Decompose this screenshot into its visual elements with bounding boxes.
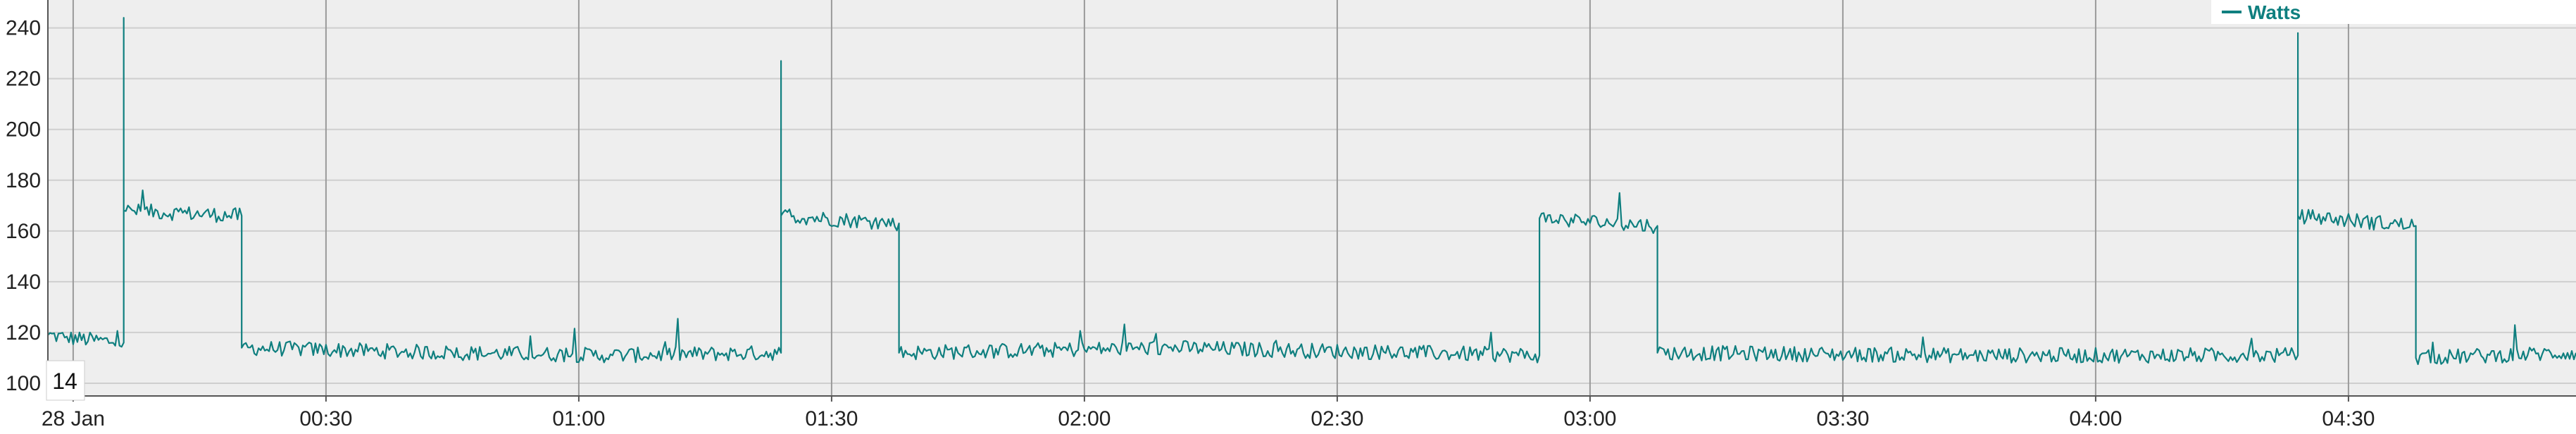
y-tick-label: 100 bbox=[6, 372, 41, 395]
x-tick-label: 02:30 bbox=[1311, 407, 1363, 430]
x-tick-label: 01:30 bbox=[805, 407, 858, 430]
corner-badge-box bbox=[46, 360, 85, 401]
x-tick-label: 28 Jan bbox=[42, 407, 105, 430]
y-tick-label: 160 bbox=[6, 220, 41, 243]
tick-labels: 100 120 140 160 180 200 220 240 28 Jan 00:30 01:00… bbox=[6, 17, 2375, 430]
legend[interactable]: Watts bbox=[2211, 0, 2576, 24]
y-tick-label: 180 bbox=[6, 169, 41, 192]
grid-lines bbox=[48, 0, 2576, 396]
legend-label-watts[interactable]: Watts bbox=[2248, 1, 2301, 23]
axes bbox=[47, 0, 2576, 402]
x-tick-label: 03:30 bbox=[1816, 407, 1869, 430]
series-layer bbox=[47, 17, 2576, 366]
x-tick-label: 01:00 bbox=[552, 407, 605, 430]
corner-badge-label: 14 bbox=[52, 368, 77, 394]
x-tick-label: 04:00 bbox=[2069, 407, 2122, 430]
x-tick-label: 03:00 bbox=[1563, 407, 1616, 430]
corner-badge: 14 bbox=[46, 360, 85, 401]
y-tick-label: 140 bbox=[6, 271, 41, 294]
plot-background bbox=[48, 0, 2576, 396]
y-tick-label: 120 bbox=[6, 321, 41, 345]
y-tick-label: 200 bbox=[6, 118, 41, 142]
series-line-watts bbox=[47, 17, 2576, 366]
y-tick-label: 220 bbox=[6, 68, 41, 91]
x-tick-label: 02:00 bbox=[1058, 407, 1111, 430]
x-tick-label: 00:30 bbox=[299, 407, 352, 430]
x-tick-label: 04:30 bbox=[2322, 407, 2375, 430]
legend-background bbox=[2211, 0, 2576, 24]
y-tick-label: 240 bbox=[6, 17, 41, 40]
